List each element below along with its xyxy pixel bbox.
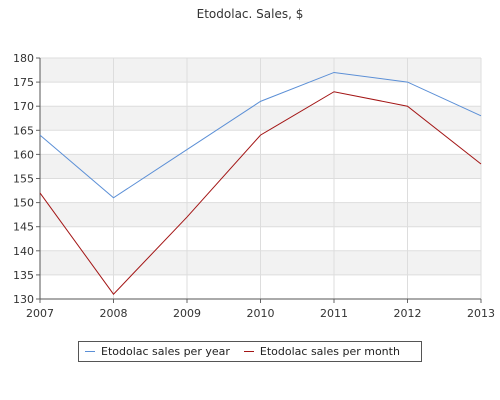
y-tick-label: 145 bbox=[13, 221, 34, 234]
x-tick-labels: 2007 2008 2009 2010 2011 2012 2013 bbox=[26, 307, 495, 320]
y-tick-label: 155 bbox=[13, 173, 34, 186]
x-tick-label: 2012 bbox=[394, 307, 422, 320]
x-tick-label: 2009 bbox=[173, 307, 201, 320]
y-tick-label: 135 bbox=[13, 269, 34, 282]
series-line-1 bbox=[39, 71, 482, 199]
x-tick-label: 2008 bbox=[100, 307, 128, 320]
legend-label-series-1: Etodolac sales per year bbox=[101, 345, 230, 358]
y-tick-labels: 130 135 140 145 150 155 160 165 170 175 180 bbox=[13, 52, 34, 306]
y-tick-label: 150 bbox=[13, 197, 34, 210]
x-tick-label: 2010 bbox=[247, 307, 275, 320]
y-tick-label: 180 bbox=[13, 52, 34, 65]
legend-swatch-series-1 bbox=[85, 351, 95, 352]
series-lines bbox=[39, 71, 482, 295]
y-tick-label: 130 bbox=[13, 293, 34, 306]
x-tick-label: 2013 bbox=[467, 307, 495, 320]
legend: Etodolac sales per year Etodolac sales p… bbox=[78, 341, 422, 362]
axes bbox=[36, 57, 482, 303]
y-tick-label: 165 bbox=[13, 124, 34, 137]
x-tick-label: 2007 bbox=[26, 307, 54, 320]
y-tick-label: 160 bbox=[13, 148, 34, 161]
series-line-2 bbox=[39, 91, 482, 295]
legend-item-series-1: Etodolac sales per year bbox=[85, 345, 230, 358]
chart-title: Etodolac. Sales, $ bbox=[196, 7, 304, 21]
y-tick-label: 170 bbox=[13, 100, 34, 113]
legend-swatch-series-2 bbox=[243, 351, 254, 352]
y-tick-label: 175 bbox=[13, 76, 34, 89]
x-tick-label: 2011 bbox=[320, 307, 348, 320]
y-tick-label: 140 bbox=[13, 245, 34, 258]
legend-item-series-2: Etodolac sales per month bbox=[243, 345, 400, 358]
legend-label-series-2: Etodolac sales per month bbox=[259, 345, 400, 358]
